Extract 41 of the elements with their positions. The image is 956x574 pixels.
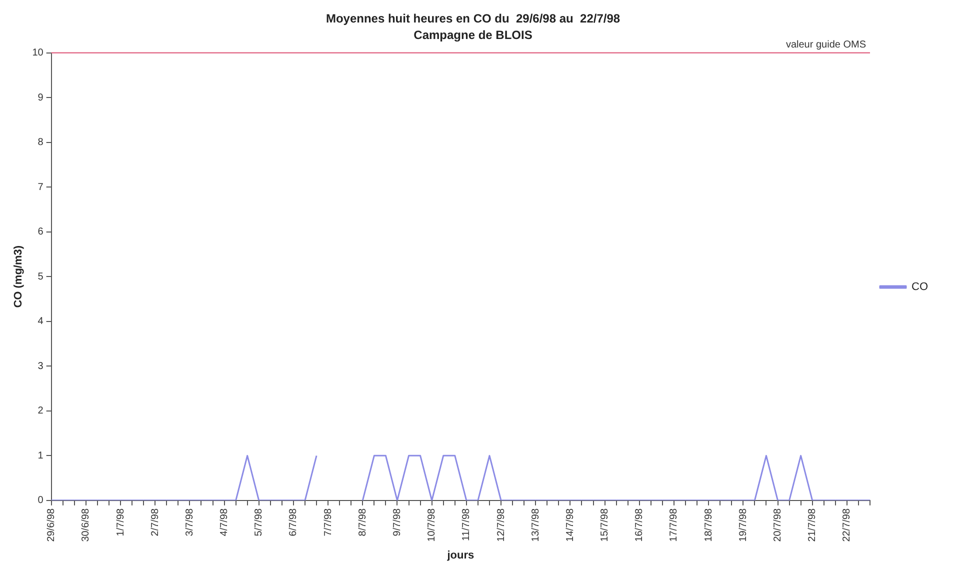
- x-axis-title: jours: [446, 549, 474, 562]
- legend-label: CO: [912, 281, 928, 294]
- x-tick-label: 14/7/98: [564, 508, 576, 542]
- x-tick-label: 20/7/98: [772, 508, 784, 542]
- x-tick-label: 15/7/98: [600, 508, 611, 542]
- y-tick-label: 2: [38, 406, 44, 417]
- x-tick-label: 7/7/98: [322, 508, 334, 536]
- x-tick-label: 4/7/98: [219, 508, 230, 536]
- x-tick-label: 13/7/98: [530, 508, 542, 542]
- y-tick-label: 8: [38, 137, 44, 148]
- x-tick-label: 18/7/98: [703, 508, 714, 542]
- x-tick-label: 3/7/98: [184, 508, 196, 536]
- x-tick-label: 1/7/98: [115, 508, 126, 536]
- x-tick-label: 17/7/98: [668, 508, 680, 542]
- x-tick-label: 10/7/98: [426, 508, 438, 542]
- x-tick-label: 30/6/98: [80, 508, 92, 542]
- x-tick-label: 19/7/98: [738, 508, 749, 542]
- y-tick-label: 4: [38, 316, 44, 328]
- y-tick-label: 9: [38, 92, 44, 104]
- x-tick-label: 9/7/98: [392, 508, 403, 536]
- y-axis-title: CO (mg/m3): [12, 245, 25, 308]
- x-tick-label: 22/7/98: [842, 508, 853, 542]
- ref-line-label: valeur guide OMS: [786, 40, 866, 51]
- x-tick-label: 8/7/98: [357, 508, 368, 536]
- x-tick-label: 16/7/98: [634, 508, 646, 542]
- y-tick-label: 6: [38, 226, 44, 238]
- x-tick-label: 12/7/98: [496, 508, 507, 542]
- y-tick-label: 7: [38, 182, 44, 193]
- x-tick-label: 21/7/98: [807, 508, 818, 542]
- x-tick-label: 11/7/98: [461, 508, 472, 542]
- y-tick-label: 10: [32, 48, 44, 59]
- y-tick-label: 0: [38, 495, 44, 506]
- chart-subtitle: Campagne de BLOIS: [414, 28, 532, 42]
- y-tick-label: 1: [38, 450, 44, 462]
- x-tick-label: 5/7/98: [254, 508, 265, 536]
- y-tick-label: 3: [38, 360, 44, 372]
- x-tick-label: 29/6/98: [46, 508, 58, 542]
- x-tick-label: 6/7/98: [288, 508, 300, 536]
- y-tick-label: 5: [38, 271, 44, 282]
- chart-title: Moyennes huit heures en CO du 29/6/98 au 22/7/98: [326, 12, 620, 26]
- x-tick-label: 2/7/98: [150, 508, 161, 536]
